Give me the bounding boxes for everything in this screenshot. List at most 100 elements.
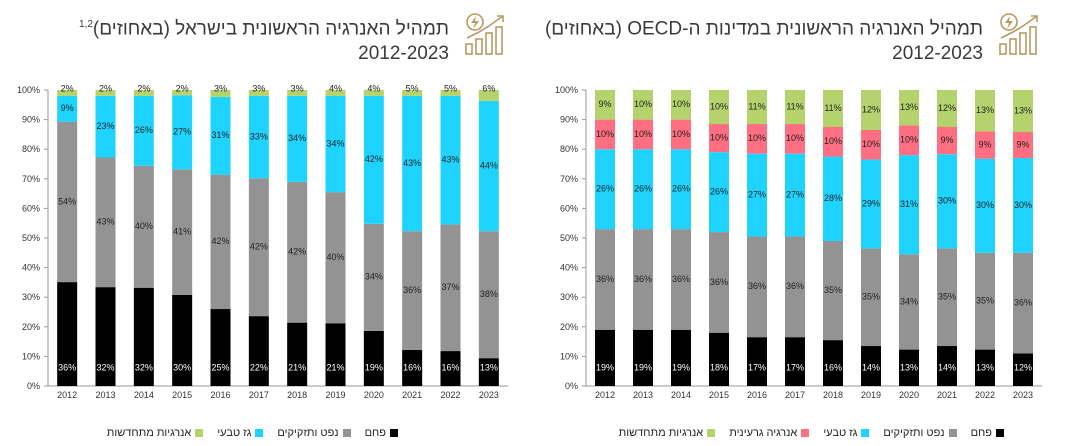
data-label-gas-2021: 30%	[938, 196, 956, 206]
data-label-oil-2013: 43%	[96, 217, 114, 227]
y-tick-label: 60%	[22, 203, 40, 213]
bar-renewables-2016	[210, 90, 231, 97]
data-label-renewables-2013: 10%	[634, 99, 652, 109]
israel-energy-mix-chart: 0% 10% 20% 30% 40% 50% 60% 70% 80% 90% 100% 36% 54% 9…	[17, 83, 508, 400]
x-tick-label: 2021	[402, 390, 422, 400]
legend-label: גז טבעי	[823, 427, 858, 439]
bar-renewables-2022	[440, 90, 461, 96]
legend-swatch	[801, 429, 810, 437]
data-label-oil-2017: 36%	[786, 281, 804, 291]
data-label-renewables-2021: 5%	[406, 83, 419, 93]
bar-coal-2017	[248, 316, 269, 386]
bar-coal-2012	[57, 282, 78, 386]
data-label-coal-2019: 14%	[862, 362, 880, 372]
data-label-nuclear-2017: 10%	[786, 133, 804, 143]
y-tick-label: 30%	[560, 292, 578, 302]
data-label-coal-2015: 30%	[173, 362, 191, 372]
data-label-renewables-2012: 2%	[61, 83, 74, 93]
bar-oil-2016	[747, 236, 767, 338]
data-label-nuclear-2020: 10%	[900, 135, 918, 145]
bar-gas-2016	[210, 96, 231, 175]
bar-oil-2019	[861, 248, 881, 347]
x-tick-label: 2023	[1013, 390, 1033, 400]
bar-nuclear-2022	[975, 131, 995, 159]
data-label-coal-2018: 21%	[288, 362, 306, 372]
bar-renewables-2021	[402, 90, 423, 96]
data-label-coal-2013: 19%	[634, 362, 652, 372]
data-label-renewables-2020: 13%	[900, 102, 918, 112]
data-label-renewables-2018: 3%	[291, 83, 304, 93]
data-label-coal-2017: 17%	[786, 362, 804, 372]
bar-coal-2020	[899, 349, 919, 386]
legend-label: אנרגיות מתחדשות	[106, 427, 192, 439]
data-label-gas-2020: 42%	[365, 154, 383, 164]
y-tick-label: 80%	[22, 144, 40, 154]
bar-nuclear-2020	[899, 125, 919, 156]
data-label-gas-2014: 26%	[135, 125, 153, 135]
data-label-nuclear-2019: 10%	[862, 139, 880, 149]
chart-title: תמהיל האנרגיה הראשונית במדינות ה-OECD (ב…	[545, 12, 983, 66]
title-footnote-ref: 1,2	[79, 19, 93, 30]
data-label-nuclear-2014: 10%	[672, 129, 690, 139]
data-label-oil-2020: 34%	[900, 296, 918, 306]
x-tick-label: 2021	[937, 390, 957, 400]
data-label-oil-2012: 36%	[596, 274, 614, 284]
y-tick-label: 30%	[22, 292, 40, 302]
legend-swatch	[707, 429, 716, 437]
title-line1: תמהיל האנרגיה הראשונית בישראל (באחוזים)	[92, 18, 449, 40]
bar-nuclear-2019	[861, 129, 881, 160]
legend-item-renewables: אנרגיות מתחדשות	[107, 427, 204, 439]
data-label-oil-2016: 42%	[211, 236, 229, 246]
bar-gas-2023	[1013, 158, 1033, 253]
x-tick-label: 2017	[249, 390, 269, 400]
data-label-coal-2021: 14%	[938, 362, 956, 372]
chart-legend: פחם נפט ותזקיקים גז טבעי אנרגיות מתחדשות	[107, 424, 398, 442]
legend-label: אנרגיה גרעינית	[729, 427, 798, 439]
bar-gas-2012	[595, 149, 615, 230]
data-label-gas-2018: 28%	[824, 193, 842, 203]
y-tick-label: 60%	[560, 203, 578, 213]
bar-renewables-2021	[937, 90, 957, 127]
bar-coal-2022	[975, 349, 995, 386]
bar-gas-2022	[440, 95, 461, 225]
legend-swatch	[948, 429, 957, 437]
growth-chart-lightning-icon	[999, 13, 1038, 55]
bar-gas-2023	[478, 100, 499, 232]
bar-coal-2021	[402, 349, 423, 386]
data-label-coal-2020: 13%	[900, 362, 918, 372]
bar-renewables-2018	[823, 90, 843, 127]
bar-gas-2018	[287, 95, 308, 182]
data-label-renewables-2018: 11%	[824, 103, 841, 113]
data-label-oil-2013: 36%	[634, 274, 652, 284]
data-label-renewables-2016: 3%	[214, 83, 227, 93]
data-label-coal-2014: 32%	[135, 362, 153, 372]
x-tick-label: 2017	[785, 390, 805, 400]
legend-item-gas: גז טבעי	[217, 427, 264, 439]
legend-swatch	[390, 429, 398, 437]
bar-gas-2020	[899, 155, 919, 255]
data-label-coal-2023: 13%	[480, 362, 498, 372]
data-label-gas-2018: 34%	[288, 133, 306, 143]
bar-coal-2013	[95, 287, 116, 386]
bar-renewables-2023	[478, 90, 499, 101]
title-line1: תמהיל האנרגיה הראשונית במדינות ה-OECD (ב…	[544, 18, 983, 40]
bar-renewables-2014	[671, 90, 691, 120]
bar-oil-2018	[287, 181, 308, 323]
chart-title: תמהיל האנרגיה הראשונית בישראל (באחוזים)1…	[79, 12, 449, 66]
data-label-gas-2012: 9%	[61, 103, 74, 113]
data-label-renewables-2012: 9%	[598, 99, 611, 109]
data-label-renewables-2015: 10%	[710, 101, 728, 111]
data-label-oil-2015: 36%	[710, 277, 728, 287]
data-label-nuclear-2021: 9%	[940, 135, 953, 145]
y-tick-label: 20%	[560, 322, 578, 332]
data-label-oil-2018: 35%	[824, 285, 842, 295]
legend-label: גז טבעי	[217, 427, 252, 439]
bar-nuclear-2014	[671, 119, 691, 150]
israel-energy-mix-panel: תמהיל האנרגיה הראשונית בישראל (באחוזים)1…	[0, 0, 533, 446]
data-label-coal-2020: 19%	[365, 362, 383, 372]
data-label-gas-2017: 27%	[786, 189, 804, 199]
y-tick-label: 70%	[22, 174, 40, 184]
data-label-renewables-2014: 2%	[137, 83, 150, 93]
y-tick-label: 100%	[17, 85, 40, 95]
legend-label: נפט ותזקיקים	[883, 427, 945, 439]
